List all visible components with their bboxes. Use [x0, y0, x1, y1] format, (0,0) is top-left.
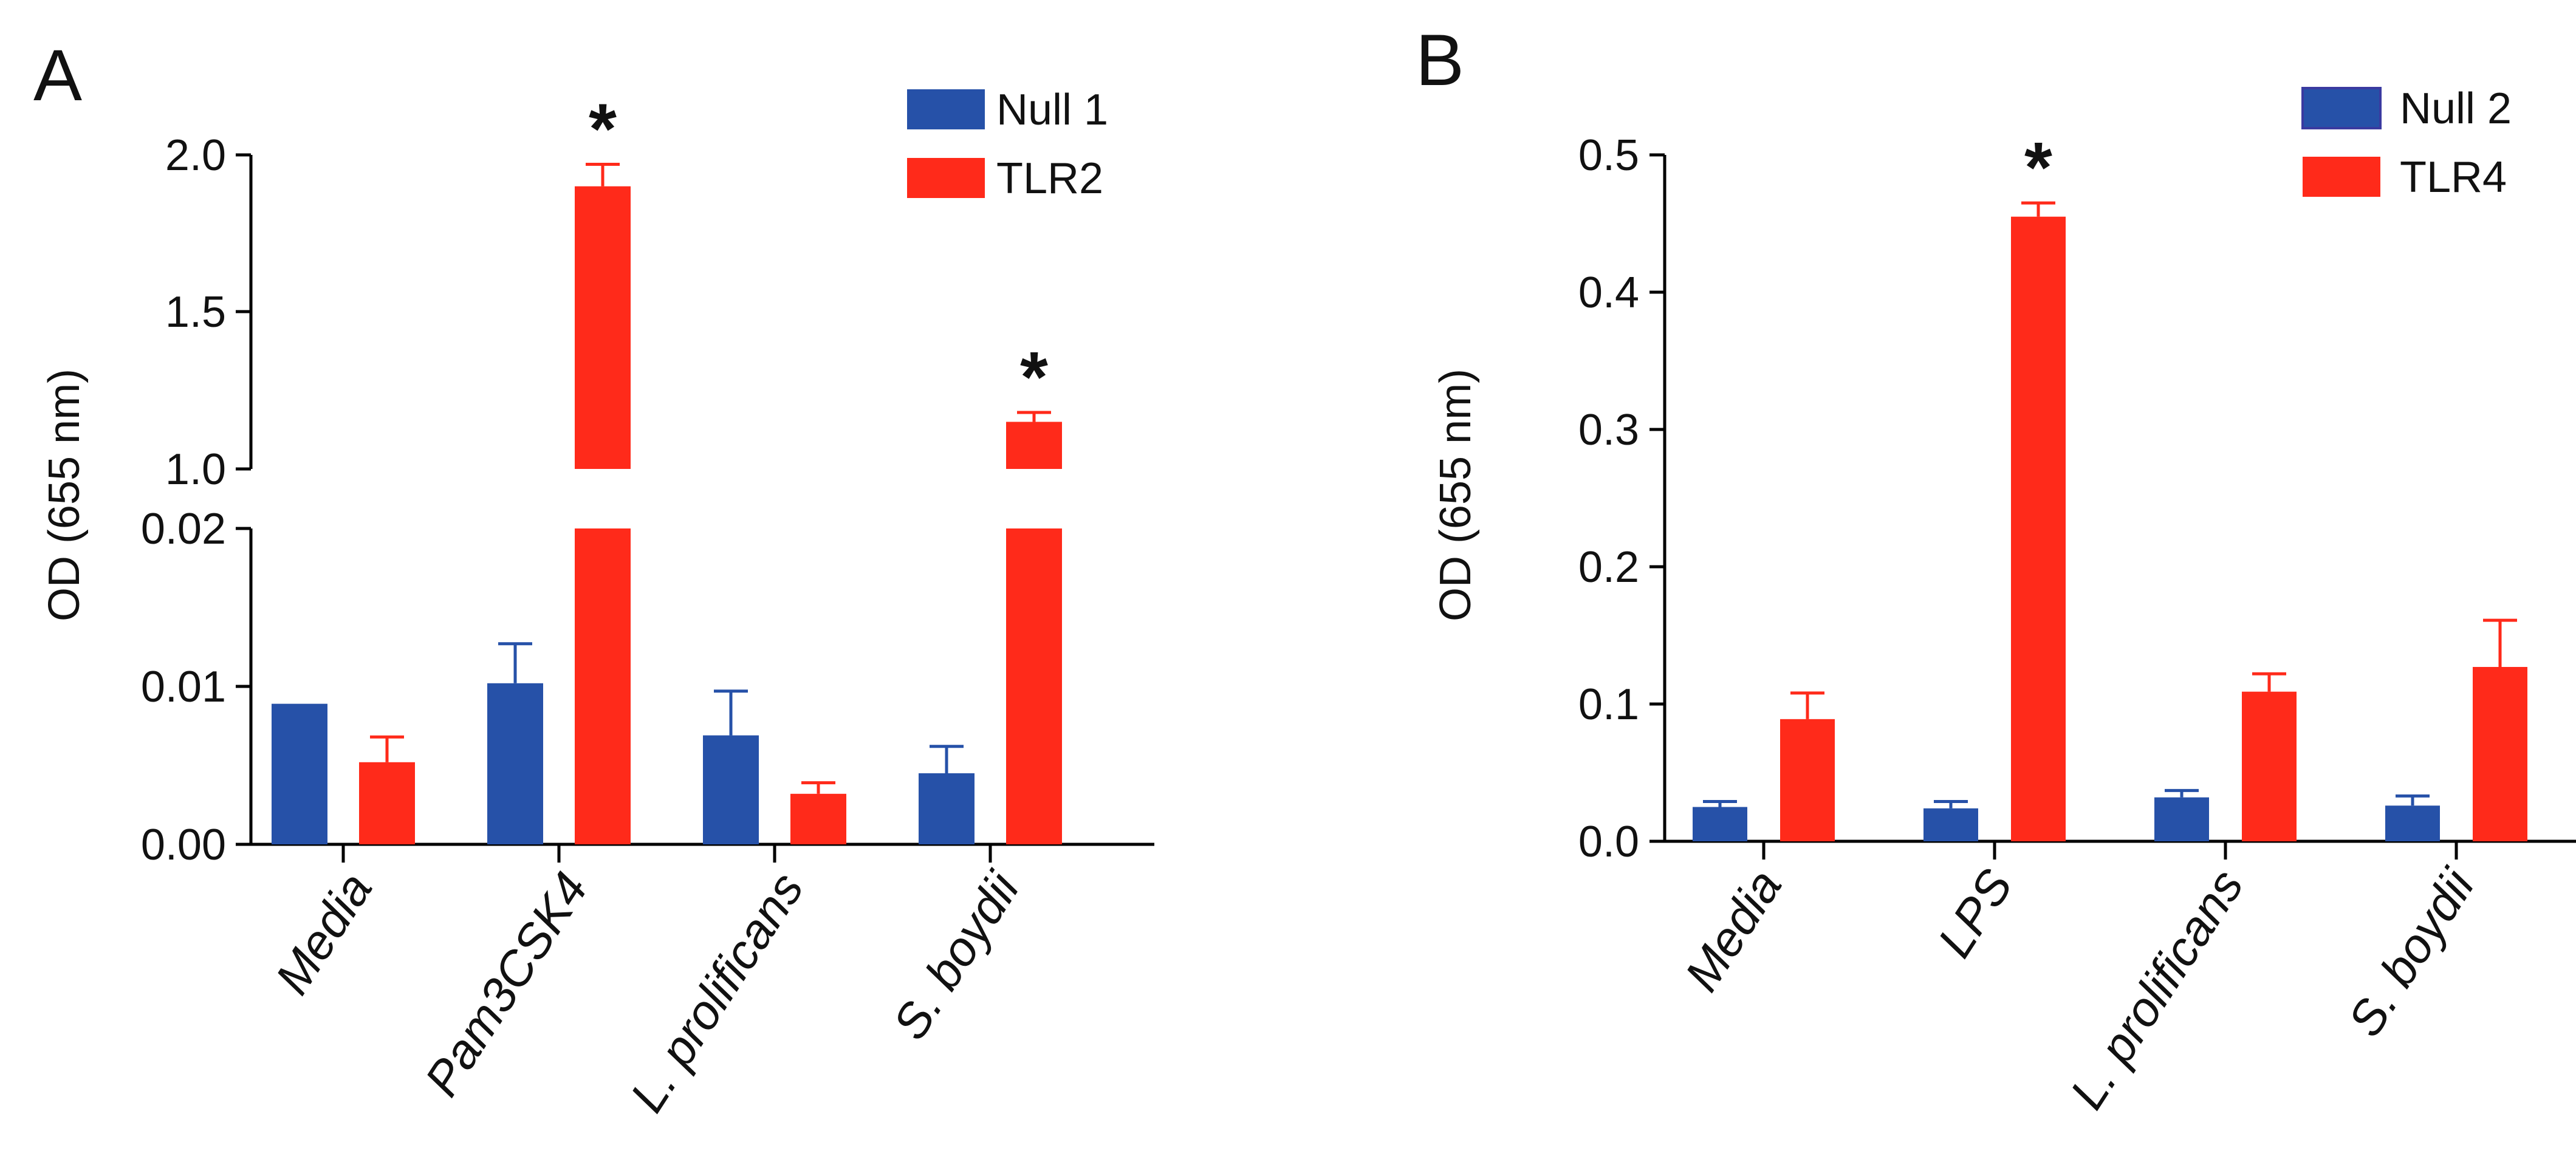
panel-b-legend-swatch-tlr4 [2303, 157, 2380, 197]
panel-a-y-tick-label: 0.01 [141, 663, 226, 711]
panel-b-y-tick-label: 0.4 [1578, 268, 1639, 317]
panel-a-chart: A OD (655 nm) 2.0 1.5 1.0 0.02 0.01 0.00… [33, 35, 1154, 1121]
panel-a-significance-star: * [1020, 337, 1048, 417]
panel-b-legend-swatch-null2 [2301, 87, 2382, 129]
panel-a-bar-null1 [272, 703, 327, 844]
panel-b-chart: B OD (655 nm) 0.0 0.1 0.2 0.3 0.4 0.5 Me… [1416, 19, 2576, 1118]
panel-a-y-tick-label: 0.02 [141, 505, 226, 553]
panel-a-category-label: Pam3CSK4 [414, 863, 598, 1106]
panel-a-bar-tlr2 [359, 762, 415, 844]
panel-b-legend: Null 2 TLR4 [2301, 84, 2512, 202]
panel-b-legend-label-tlr4: TLR4 [2400, 153, 2507, 202]
panel-a-bar-tlr2 [1006, 528, 1062, 844]
panel-a-y-tick-label: 0.00 [141, 821, 226, 869]
panel-b-bar-tlr4 [2011, 216, 2066, 842]
panel-b-significance-star: * [2024, 128, 2052, 208]
panel-a-letter: A [33, 35, 82, 116]
panel-b-bar-null2 [2154, 797, 2209, 841]
panel-a-y-axis-title: OD (655 nm) [40, 369, 89, 621]
panel-a-bar-null1 [703, 735, 759, 844]
panel-b-category-label: L. prolificans [2060, 860, 2253, 1118]
panel-a-category-label: Media [265, 863, 382, 1003]
panel-a-bar-tlr2-upper [1006, 422, 1062, 469]
panel-b-y-tick-label: 0.0 [1578, 818, 1639, 866]
panel-a-y-tick-label: 1.5 [165, 288, 226, 337]
panel-b-y-ticks [1649, 153, 1665, 843]
panel-a-category-label: S. boydii [882, 862, 1030, 1049]
panel-b-bar-null2 [1923, 808, 1978, 841]
panel-a-legend-swatch-tlr2 [907, 158, 985, 198]
panel-b-bar-null2 [1693, 807, 1747, 841]
panel-b-letter: B [1416, 19, 1464, 101]
panel-b-bars: * [1693, 128, 2527, 842]
panel-b-y-axis-title: OD (655 nm) [1431, 369, 1480, 621]
panel-a-category-label: L. prolificans [620, 863, 814, 1121]
panel-b-bar-tlr4 [2473, 666, 2527, 841]
panel-a-bar-tlr2 [790, 793, 846, 844]
panel-b-category-label: S. boydii [2337, 859, 2485, 1046]
panel-a-bar-null1 [487, 683, 543, 844]
panel-a-bar-tlr2-upper [575, 186, 631, 469]
panel-b-category-label: LPS [1927, 860, 2023, 966]
panel-a-legend-label-tlr2: TLR2 [996, 154, 1103, 203]
panel-a-bar-tlr2 [575, 528, 631, 844]
panel-b-legend-label-null2: Null 2 [2400, 84, 2512, 133]
panel-a-legend-swatch-null1 [907, 89, 985, 129]
panel-b-bar-tlr4 [1780, 719, 1835, 841]
panel-a-legend-label-null1: Null 1 [996, 86, 1108, 134]
panel-b-bar-tlr4 [2242, 691, 2297, 841]
panel-b-y-tick-label: 0.3 [1578, 406, 1639, 454]
panel-b-y-tick-label: 0.5 [1578, 131, 1639, 180]
panel-a-bar-null1 [919, 773, 975, 844]
panel-b-bar-null2 [2385, 805, 2440, 841]
panel-a-legend: Null 1 TLR2 [907, 86, 1108, 203]
panel-b-category-label: Media [1674, 860, 1792, 1000]
panel-a-significance-star: * [589, 89, 617, 169]
panel-a-y-tick-label: 1.0 [165, 445, 226, 494]
panel-a-y-tick-label: 2.0 [165, 131, 226, 180]
panel-b-y-tick-label: 0.2 [1578, 543, 1639, 592]
panel-b-y-tick-label: 0.1 [1578, 680, 1639, 729]
panel-a-bars: ** [272, 89, 1062, 844]
